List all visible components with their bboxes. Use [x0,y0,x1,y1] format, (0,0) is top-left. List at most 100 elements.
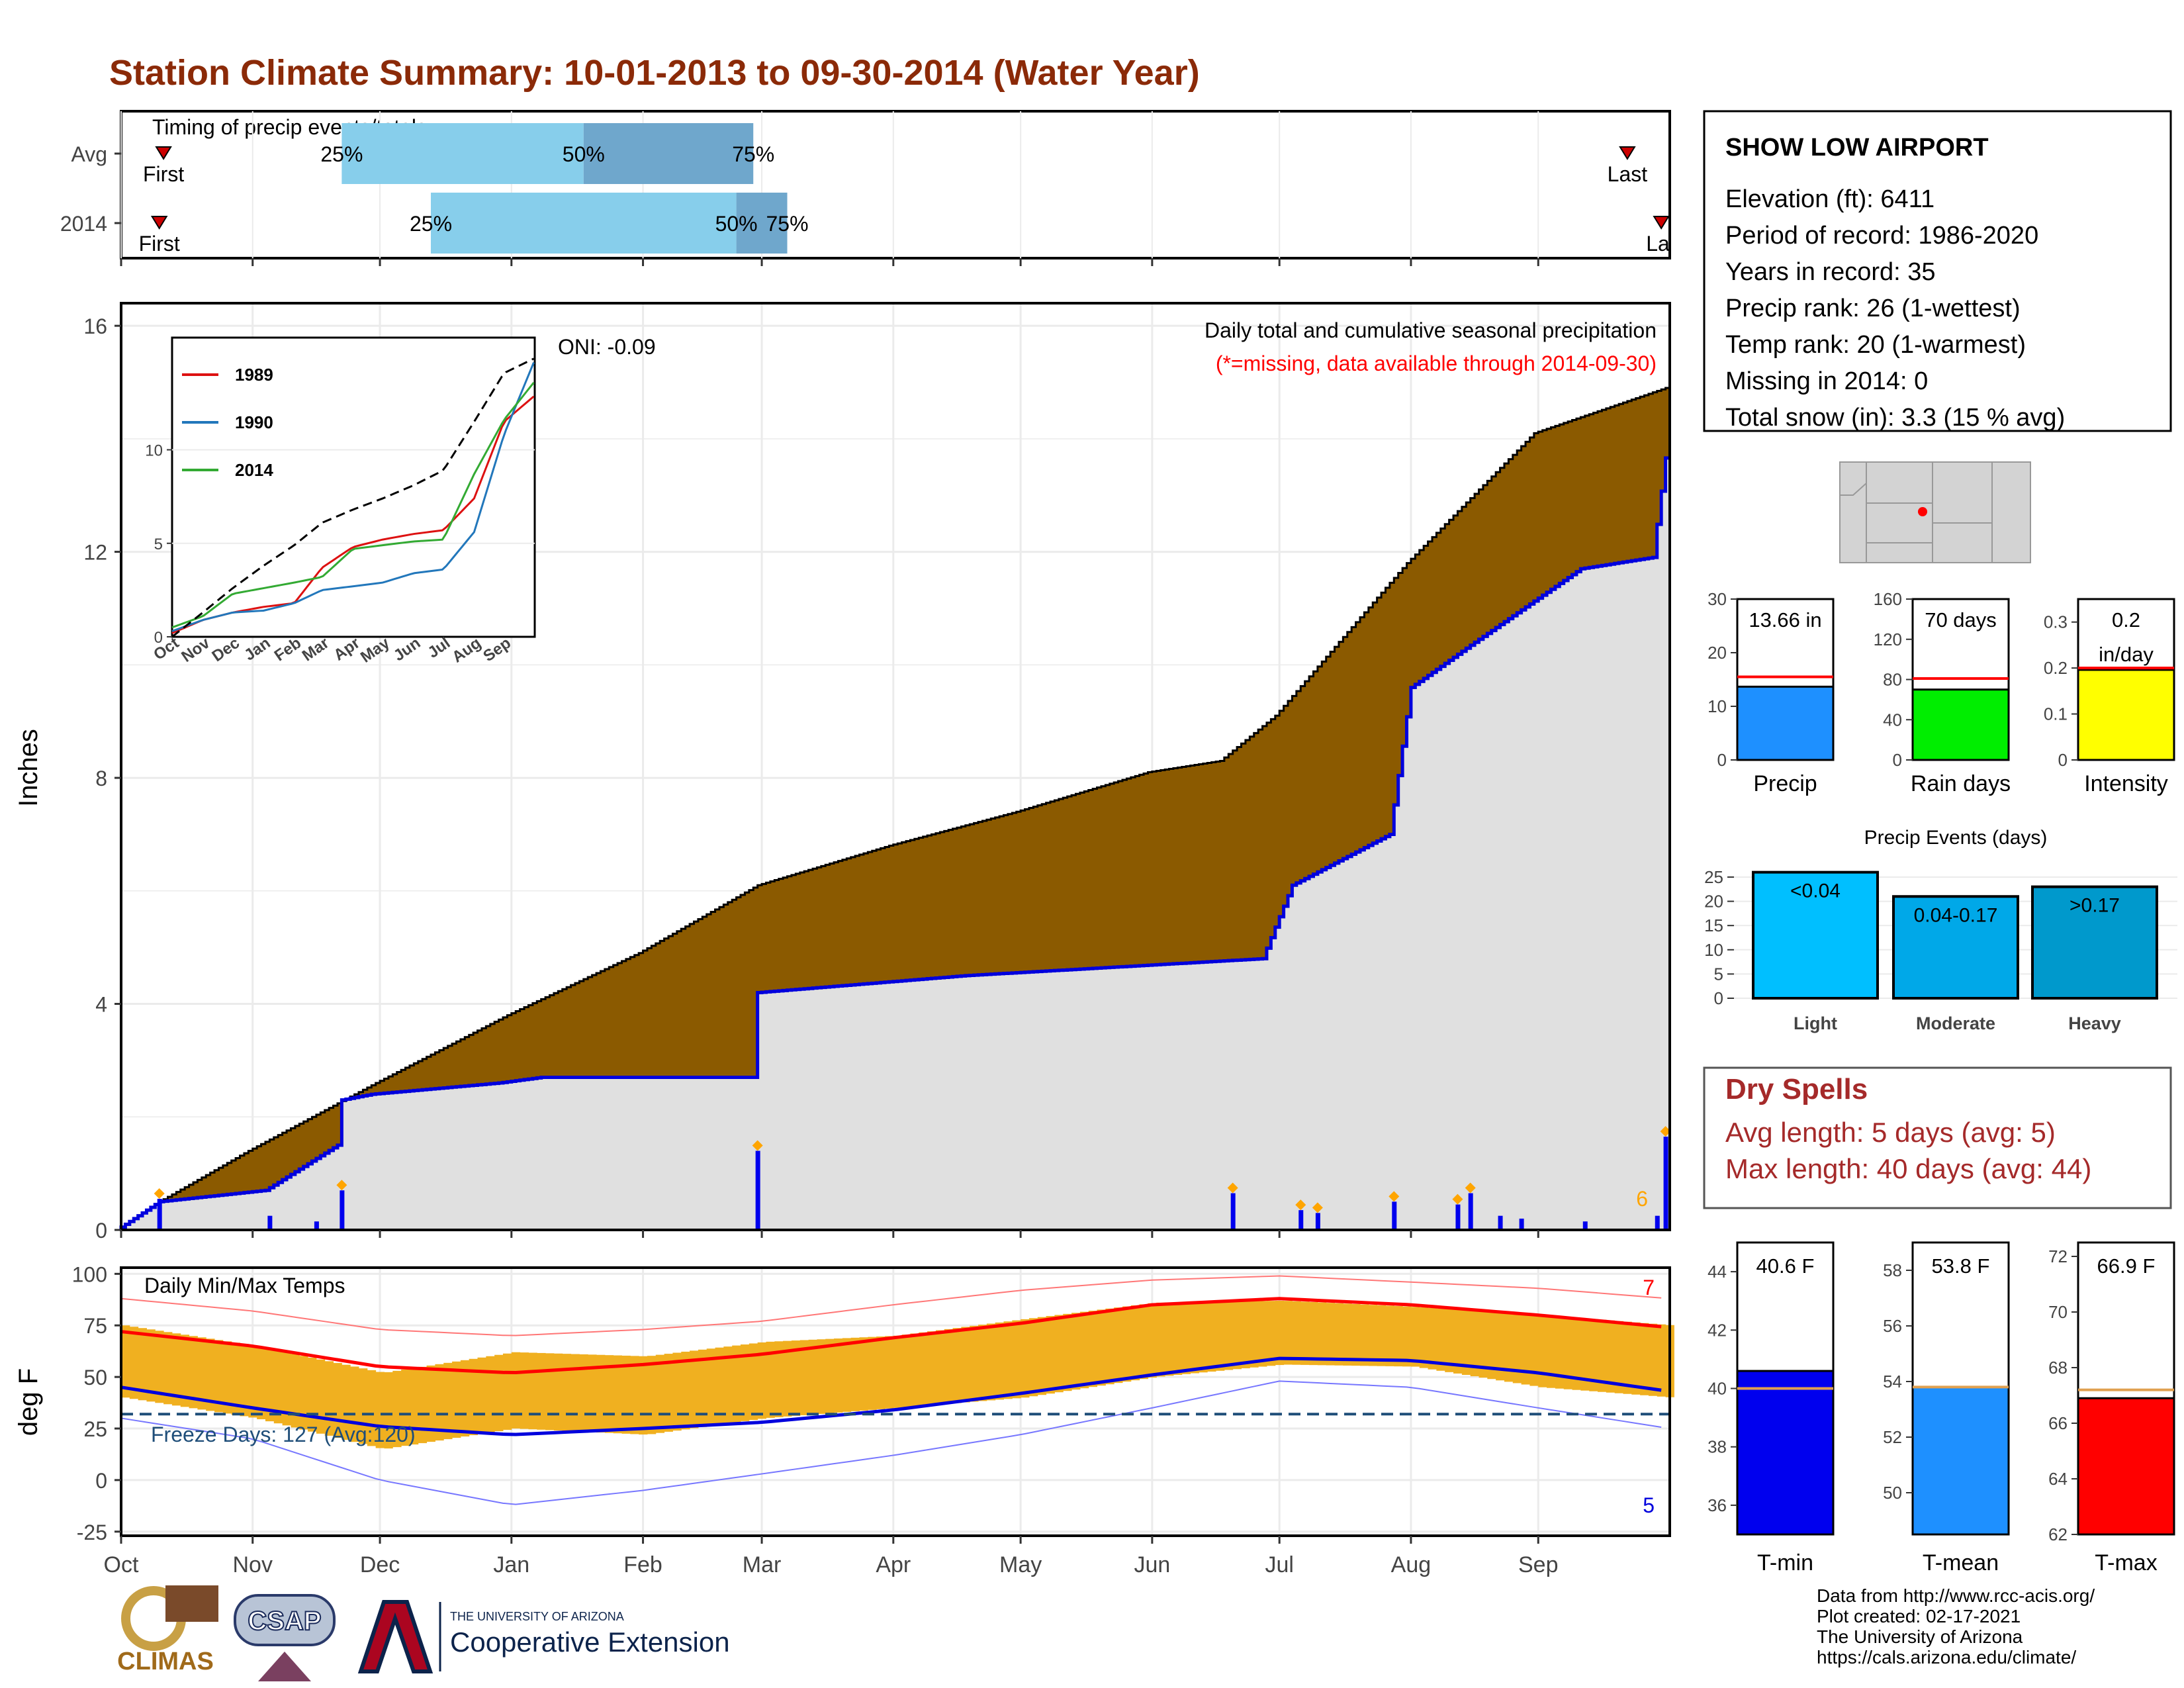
daily-temp-bar [766,1341,775,1418]
daily-temp-bar [138,1328,147,1401]
daily-temp-bar [1614,1321,1623,1393]
summary-value-label: 0.2 [2112,608,2140,632]
daily-temp-bar [282,1352,291,1426]
observed-cumulative-line [119,456,1670,1230]
daily-temp-bar [1547,1315,1556,1388]
daily-temp-bar [1512,1313,1522,1383]
daily-temp-bar [214,1340,224,1413]
daily-temp-bar [1326,1303,1336,1366]
daily-temp-bar [817,1339,826,1414]
daily-temp-bar [1572,1317,1581,1390]
daily-temp-bar [970,1325,979,1402]
avg-cumulative-outline [120,387,1670,1230]
temp-summary-y-tick-label: 44 [1707,1262,1727,1282]
daily-temp-bar [231,1342,241,1415]
events-y-tick-label: 10 [1704,940,1723,960]
daily-temp-bar [486,1356,495,1433]
dry-spells-avg: Avg length: 5 days (avg: 5) [1725,1117,2056,1148]
temp-summary-y-tick-label: 50 [1883,1483,1902,1503]
dry-spells-box: Dry Spells Avg length: 5 days (avg: 5) M… [1703,1066,2172,1209]
daily-precip-bar [1455,1204,1461,1230]
daily-temp-bar [901,1335,911,1407]
daily-temp-bar [1250,1301,1259,1368]
last-event-marker [1619,146,1636,160]
location-map [1839,461,2031,563]
daily-temp-bar [443,1362,453,1440]
daily-temp-bar [570,1354,580,1432]
daily-temp-bar [808,1339,817,1415]
summary-bars: 13.66 in 0 10 20 30 Precip 70 days 0 40 80 120 160 R… [1707,589,2175,796]
daily-precip-bar [1582,1221,1588,1230]
daily-temp-bar [1232,1301,1242,1370]
temp-y-tick-label: 100 [72,1262,107,1286]
station-name: SHOW LOW AIRPORT [1725,134,1989,162]
daily-temp-bar [1496,1312,1505,1381]
daily-temp-bar [1105,1308,1115,1385]
daily-temp-bar [1021,1319,1030,1398]
daily-temp-bar [639,1356,648,1435]
daily-temp-bar [545,1353,555,1430]
daily-temp-bar [171,1333,181,1406]
temp-summary-y-tick-label: 40 [1707,1379,1727,1399]
daily-temp-bar [299,1356,308,1430]
summary-bar-label: Rain days [1911,771,2011,796]
daily-temp-bar [690,1350,699,1429]
daily-temp-bar [1130,1305,1140,1381]
daily-temp-bar [520,1352,529,1429]
daily-temp-bar [664,1354,673,1432]
footer-credits: Data from http://www.rcc-acis.org/Plot c… [1817,1585,2095,1667]
daily-temp-bar [1589,1319,1598,1391]
credit-line: The University of Arizona [1817,1626,2023,1647]
daily-temp-bar [1436,1308,1445,1371]
daily-temp-bar [1216,1301,1225,1371]
daily-temp-bar [1156,1302,1165,1377]
temp-summary-y-tick-label: 62 [2048,1524,2068,1544]
daily-temp-bar [952,1328,962,1403]
daily-temp-bar [1028,1318,1038,1397]
daily-temp-bar [308,1357,317,1432]
daily-temp-bar [409,1368,419,1445]
daily-temp-bar [1555,1316,1565,1389]
events-bar-label: <0.04 [1790,880,1841,902]
daily-temp-bar [1207,1301,1216,1372]
precip-y-ticks: 0 4 8 12 16 [83,314,1539,1243]
cold-count: 5 [1643,1493,1655,1517]
daily-temp-bar [1657,1324,1666,1397]
daily-temp-bar [647,1356,657,1434]
daily-temp-bar [265,1348,275,1422]
timing-x-ticks [120,258,1539,266]
inset-average-line [171,357,535,638]
daily-temp-bar [715,1347,724,1425]
daily-temp-bars [121,1300,1674,1449]
temp-summary-y-tick-label: 72 [2048,1246,2068,1266]
daily-temp-bar [1037,1317,1047,1395]
daily-temp-bar [146,1329,156,1402]
precip-y-tick-label: 4 [95,993,107,1017]
timing-p25-label: 25% [410,212,452,236]
temp-summary-y-tick-label: 56 [1883,1316,1902,1336]
summary-y-tick-label: 120 [1874,630,1902,649]
summary-y-tick-label: 10 [1707,696,1727,716]
daily-temp-bar [562,1354,572,1431]
events-y-tick-label: 5 [1714,964,1723,984]
temp-y-tick-label: -25 [77,1521,107,1544]
timing-p25-label: 25% [320,142,363,166]
temp-summary-y-tick-label: 54 [1883,1372,1902,1391]
daily-temp-bar [1139,1304,1148,1380]
daily-temp-bar [418,1366,428,1444]
inset-series-1990 [171,361,535,632]
daily-temp-bar [1580,1318,1590,1391]
daily-precip-bar [1468,1193,1473,1230]
events-category-label: Light [1794,1013,1837,1033]
first-event-label: First [139,232,180,256]
daily-temp-bar [1648,1323,1658,1396]
daily-temp-bar [1258,1301,1267,1367]
month-label: Jul [1265,1552,1293,1577]
daily-temp-bar [935,1330,945,1405]
events-y-tick-label: 0 [1714,988,1723,1008]
daily-temp-bar [180,1335,190,1407]
daily-temp-bar [613,1355,622,1434]
dry-spells-max: Max length: 40 days (avg: 44) [1725,1153,2091,1184]
temp-summary-y-tick-label: 64 [2048,1469,2068,1489]
extreme-precip-marker [1388,1191,1400,1202]
